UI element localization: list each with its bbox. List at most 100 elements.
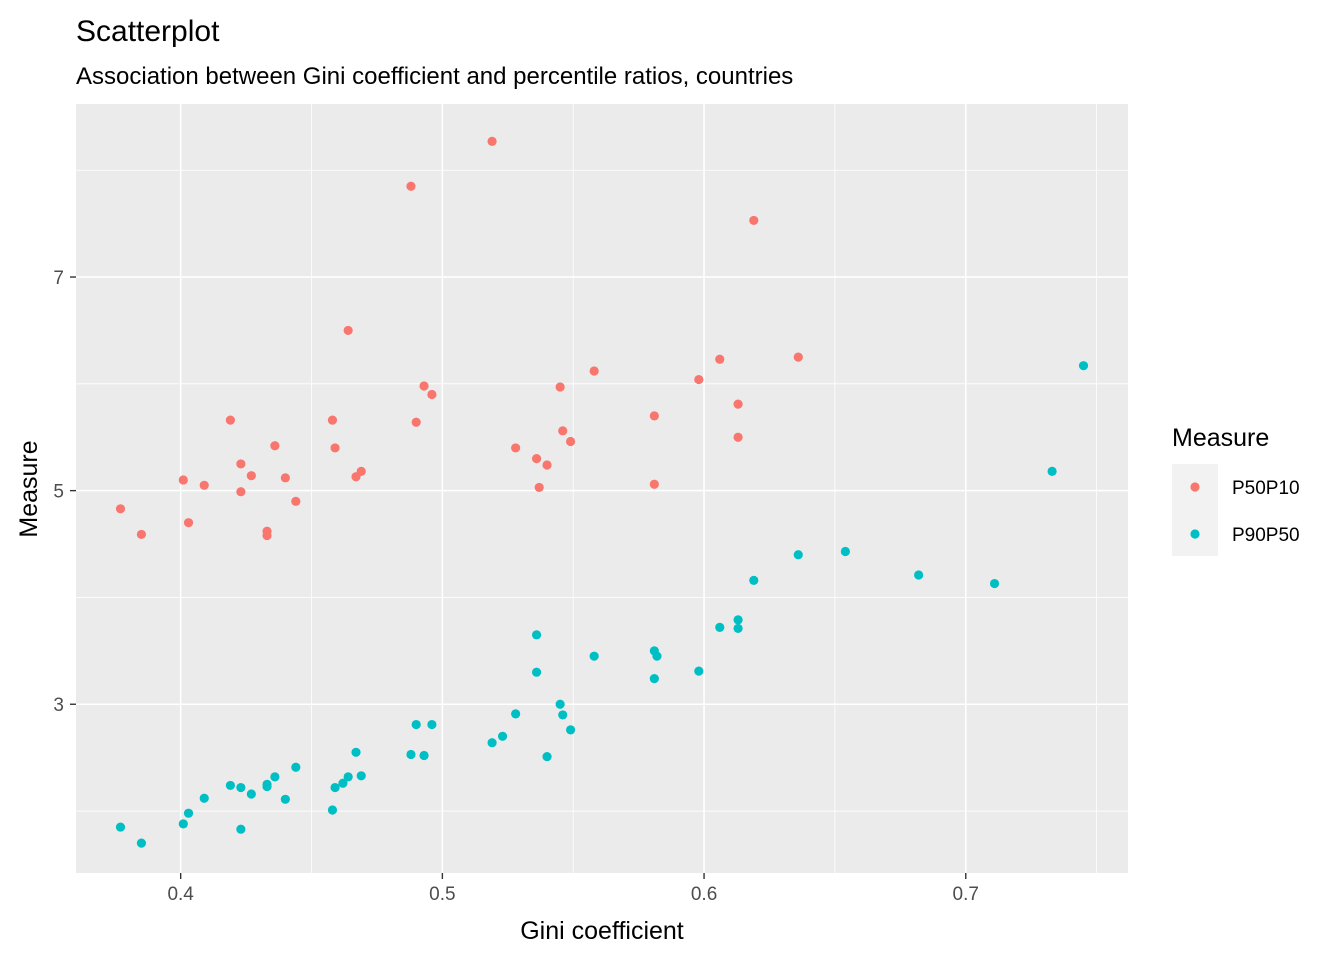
point-p50p10 <box>793 352 803 362</box>
point-p50p10 <box>356 466 366 477</box>
point-p90p50 <box>136 838 147 848</box>
point-p50p10 <box>649 411 659 421</box>
point-p50p10 <box>236 459 246 469</box>
point-p90p50 <box>406 749 416 760</box>
point-p50p10 <box>487 136 497 146</box>
y-tick-label: 5 <box>53 482 64 503</box>
x-tick-label: 0.6 <box>691 884 717 905</box>
point-p50p10 <box>555 382 565 392</box>
x-tick-label: 0.5 <box>429 884 455 905</box>
point-p50p10 <box>733 399 743 409</box>
point-p50p10 <box>749 215 759 226</box>
point-p50p10 <box>531 453 542 464</box>
legend-key-p50p10 <box>1190 482 1200 492</box>
point-p90p50 <box>558 710 568 720</box>
point-p90p50 <box>715 622 725 632</box>
point-p90p50 <box>1078 361 1089 371</box>
point-p90p50 <box>589 651 599 661</box>
tick-labels: 0.4 0.5 0.6 0.7 3 5 7 <box>53 268 979 905</box>
point-p50p10 <box>565 436 576 447</box>
point-p50p10 <box>534 482 544 493</box>
point-p90p50 <box>236 782 246 793</box>
point-p90p50 <box>327 805 338 815</box>
point-p90p50 <box>236 824 246 834</box>
point-p50p10 <box>511 443 521 453</box>
point-p90p50 <box>733 623 743 634</box>
point-p50p10 <box>411 417 421 427</box>
point-p90p50 <box>115 822 126 832</box>
point-p90p50 <box>262 779 272 789</box>
point-p50p10 <box>343 325 353 336</box>
point-p90p50 <box>649 674 659 684</box>
point-p90p50 <box>749 575 759 585</box>
point-p90p50 <box>330 782 340 793</box>
point-p90p50 <box>531 630 542 640</box>
legend-key-background <box>1172 464 1218 556</box>
point-p90p50 <box>419 750 429 761</box>
point-p50p10 <box>694 374 704 385</box>
point-p90p50 <box>652 651 662 661</box>
point-p90p50 <box>356 771 366 781</box>
point-p90p50 <box>531 667 542 677</box>
point-p90p50 <box>246 789 256 799</box>
point-p50p10 <box>327 415 338 425</box>
x-tick-label: 0.4 <box>167 884 194 905</box>
point-p90p50 <box>511 709 521 719</box>
chart-subtitle: Association between Gini coefficient and… <box>76 63 793 90</box>
point-p90p50 <box>497 731 508 741</box>
point-p50p10 <box>589 366 599 376</box>
point-p90p50 <box>280 794 290 804</box>
point-p90p50 <box>427 719 437 730</box>
point-p50p10 <box>280 473 290 483</box>
point-p50p10 <box>330 443 340 453</box>
point-p90p50 <box>183 808 194 818</box>
point-p90p50 <box>411 719 421 730</box>
point-p90p50 <box>555 699 565 709</box>
point-p50p10 <box>558 426 568 436</box>
plot-panel <box>76 104 1128 873</box>
point-p90p50 <box>338 778 348 788</box>
legend-label-p50p10: P50P10 <box>1232 478 1300 499</box>
point-p50p10 <box>419 381 429 391</box>
point-p90p50 <box>840 546 850 557</box>
point-p50p10 <box>427 389 437 400</box>
point-p90p50 <box>270 772 280 782</box>
point-p90p50 <box>793 550 803 560</box>
point-p90p50 <box>989 578 1000 589</box>
point-p50p10 <box>136 529 147 540</box>
y-tick-label: 3 <box>53 695 64 716</box>
chart-title: Scatterplot <box>76 15 220 48</box>
x-axis-title: Gini coefficient <box>520 917 684 945</box>
point-p50p10 <box>542 460 552 470</box>
point-p90p50 <box>542 751 552 762</box>
point-p90p50 <box>914 570 924 580</box>
point-p50p10 <box>649 479 659 489</box>
point-p50p10 <box>199 480 209 490</box>
legend-key-p90p50 <box>1190 529 1200 539</box>
point-p90p50 <box>178 819 188 829</box>
point-p90p50 <box>199 793 209 803</box>
point-p50p10 <box>733 432 743 442</box>
axis-ticks <box>70 276 967 879</box>
point-p90p50 <box>487 738 497 748</box>
minor-gridlines <box>76 104 1128 873</box>
point-p50p10 <box>406 181 416 191</box>
point-p90p50 <box>1047 466 1057 477</box>
point-p90p50 <box>565 725 576 735</box>
point-p50p10 <box>262 526 272 536</box>
point-p50p10 <box>236 487 246 497</box>
point-p90p50 <box>733 615 743 625</box>
major-gridlines <box>76 104 1128 873</box>
point-p90p50 <box>694 666 704 676</box>
point-p90p50 <box>351 747 361 757</box>
point-p90p50 <box>343 772 353 782</box>
point-p50p10 <box>291 496 301 506</box>
y-tick-label: 7 <box>53 268 64 289</box>
legend: Measure P50P10 P90P50 <box>1172 424 1300 556</box>
data-points <box>115 136 1089 848</box>
point-p50p10 <box>715 354 725 364</box>
point-p90p50 <box>225 780 235 791</box>
point-p50p10 <box>183 518 194 528</box>
point-p50p10 <box>225 415 235 425</box>
